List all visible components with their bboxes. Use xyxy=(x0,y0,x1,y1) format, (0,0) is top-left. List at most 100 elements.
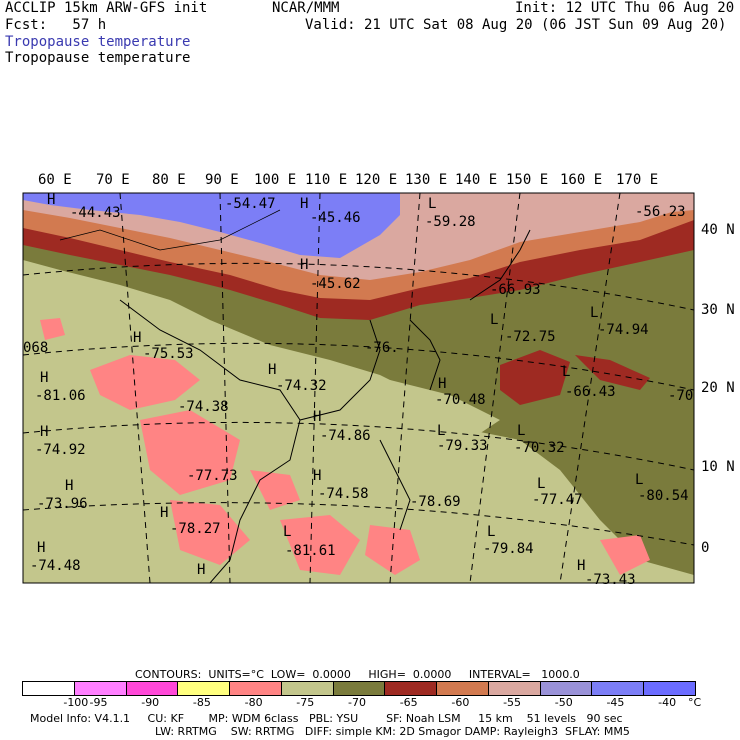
map-value: -79.84 xyxy=(483,541,534,557)
map-value: -80.54 xyxy=(638,488,689,504)
map-value: -66.43 xyxy=(565,384,616,400)
map-value: -54.47 xyxy=(225,196,276,212)
map-value: -45.62 xyxy=(310,276,361,292)
org-label: NCAR/MMM xyxy=(272,0,340,16)
map-label-h: H xyxy=(300,196,309,212)
lon-label: 140 E xyxy=(455,172,498,188)
model-info-line1: Model Info: V4.1.1 CU: KF MP: WDM 6class… xyxy=(30,712,623,725)
map-label-h: H xyxy=(313,409,322,425)
lat-label: 0 xyxy=(701,540,710,556)
color-bar-tick-label: -90 xyxy=(141,696,160,709)
map-value: 068 xyxy=(23,340,49,356)
color-bar-tick-label: -40 xyxy=(658,696,677,709)
lon-label: 120 E xyxy=(355,172,398,188)
map-value: -45.46 xyxy=(310,210,361,226)
map-value: -70 xyxy=(668,388,694,404)
map-value: -70.48 xyxy=(435,392,486,408)
map-value: -78.27 xyxy=(170,521,221,537)
valid-time: Valid: 21 UTC Sat 08 Aug 20 (06 JST Sun … xyxy=(305,17,727,33)
color-bar-tick-label: -60 xyxy=(451,696,470,709)
color-bar-segment xyxy=(177,682,230,695)
map-value: -74.86 xyxy=(320,428,371,444)
map-label-h: H xyxy=(65,478,74,494)
map-label-h: H xyxy=(313,468,322,484)
color-bar xyxy=(22,681,696,696)
map-label-h: H xyxy=(300,257,309,273)
lon-label: 70 E xyxy=(96,172,130,188)
map-value: -79.33 xyxy=(437,438,488,454)
map-value: -73.96 xyxy=(37,496,88,512)
color-bar-segment xyxy=(280,682,333,695)
map-value: -72.75 xyxy=(505,329,556,345)
lon-label: 100 E xyxy=(254,172,297,188)
map-label-h: H xyxy=(197,562,206,578)
color-bar-tick-label: -65 xyxy=(399,696,418,709)
shaded-field xyxy=(23,193,694,583)
map-label-l: L xyxy=(635,472,644,488)
model-title: ACCLIP 15km ARW-GFS init xyxy=(5,0,208,16)
map-label-h: H xyxy=(268,362,277,378)
lon-label: 60 E xyxy=(38,172,72,188)
lat-label: 30 N xyxy=(701,302,735,318)
color-bar-tick-label: -50 xyxy=(554,696,573,709)
map-value: -74.32 xyxy=(276,378,327,394)
color-bar-segment xyxy=(591,682,644,695)
map-label-l: L xyxy=(487,524,496,540)
map-label-l: L xyxy=(590,305,599,321)
map-value: -74.48 xyxy=(30,558,81,574)
init-time: Init: 12 UTC Thu 06 Aug 20 xyxy=(515,0,735,16)
color-bar-segment xyxy=(384,682,437,695)
color-bar-tick-label: -55 xyxy=(503,696,522,709)
lon-label: 170 E xyxy=(616,172,659,188)
map-value: -44.43 xyxy=(70,205,121,221)
map-label-l: L xyxy=(517,423,526,439)
lon-label: 80 E xyxy=(152,172,186,188)
lon-label: 150 E xyxy=(506,172,549,188)
map-value: -59.28 xyxy=(425,214,476,230)
lon-label: 110 E xyxy=(305,172,348,188)
map-value: -76. xyxy=(365,340,399,356)
forecast-hour: Fcst: 57 h xyxy=(5,17,107,33)
color-bar-segment xyxy=(23,682,74,695)
color-bar-tick-label: -80 xyxy=(244,696,263,709)
lat-label: 20 N xyxy=(701,380,735,396)
map-value: -77.73 xyxy=(187,468,238,484)
color-bar-segment xyxy=(229,682,281,695)
map-label-h: H xyxy=(37,540,46,556)
map-label-h: H xyxy=(133,330,142,346)
color-bar-tick-label: -95 xyxy=(89,696,108,709)
field-name-contour: Tropopause temperature xyxy=(5,50,191,66)
map-label-h: H xyxy=(40,370,49,386)
map-value: -74.92 xyxy=(35,442,86,458)
map-label-l: L xyxy=(283,524,292,540)
map-value: -74.94 xyxy=(598,322,649,338)
map-value: -70.32 xyxy=(514,440,565,456)
field-name-shaded: Tropopause temperature xyxy=(5,34,191,50)
map-value: -74.58 xyxy=(318,486,369,502)
map-label-h: H xyxy=(47,192,56,208)
color-bar-tick-label: -45 xyxy=(606,696,625,709)
lon-label: 130 E xyxy=(405,172,448,188)
lat-label: 10 N xyxy=(701,459,735,475)
map-label-h: H xyxy=(40,424,49,440)
color-bar-segment xyxy=(125,682,178,695)
map-label-l: L xyxy=(428,196,437,212)
contour-info: CONTOURS: UNITS=°C LOW= 0.0000 HIGH= 0.0… xyxy=(135,668,580,681)
map-label-l: L xyxy=(437,423,446,439)
map-label-h: H xyxy=(438,376,447,392)
model-info-line2: LW: RRTMG SW: RRTMG DIFF: simple KM: 2D … xyxy=(155,725,630,738)
map-label-l: L xyxy=(537,476,546,492)
map-value: -66.93 xyxy=(490,282,541,298)
color-bar-segment xyxy=(332,682,385,695)
map-value: -74.38 xyxy=(178,399,229,415)
color-bar-segment xyxy=(539,682,592,695)
lon-label: 160 E xyxy=(560,172,603,188)
map-value: -73.43 xyxy=(585,572,636,588)
map-label-l: L xyxy=(490,312,499,328)
map-value: -81.61 xyxy=(285,543,336,559)
unit-label: °C xyxy=(688,696,702,709)
map-value: -81.06 xyxy=(35,388,86,404)
lat-label: 40 N xyxy=(701,222,735,238)
color-bar-segment xyxy=(643,682,695,695)
